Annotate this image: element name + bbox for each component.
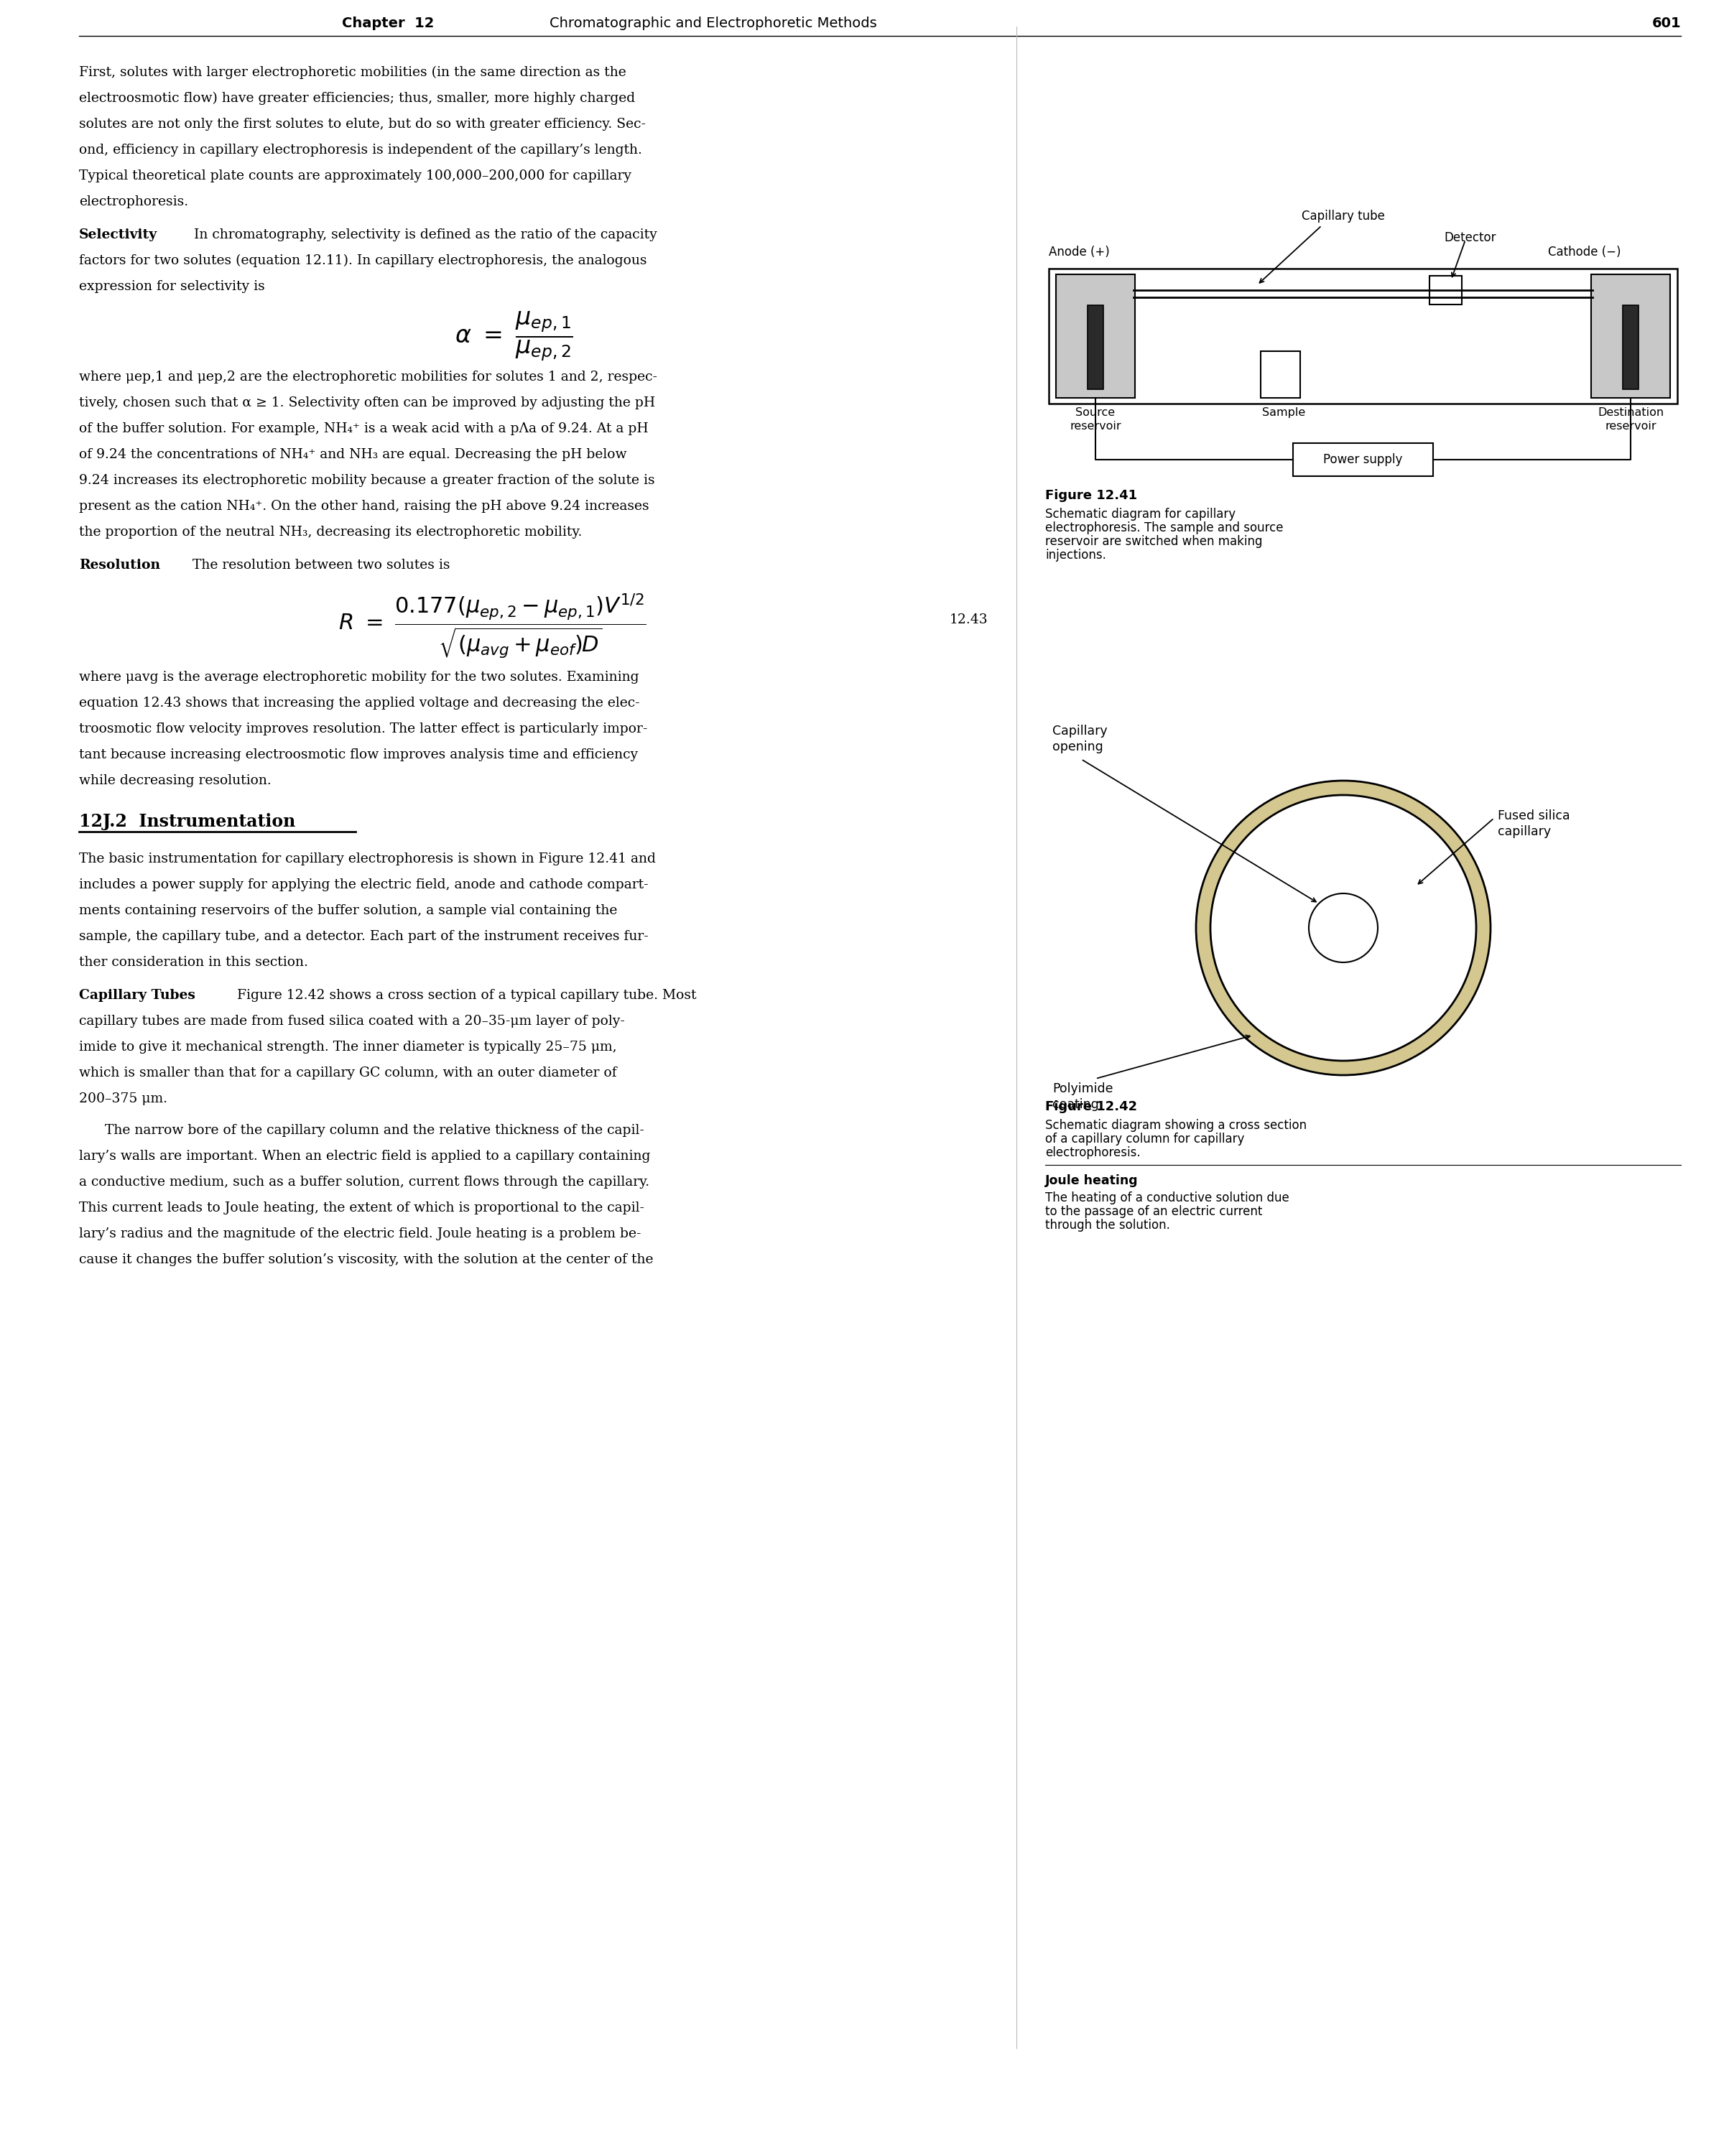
Text: capillary: capillary [1498,826,1552,839]
Bar [1048,270,1677,403]
Text: which is smaller than that for a capillary GC column, with an outer diameter of: which is smaller than that for a capilla… [79,1067,617,1080]
Text: Destination: Destination [1598,407,1664,418]
Text: opening: opening [1052,740,1103,752]
Text: 601: 601 [1652,17,1681,30]
Text: ther consideration in this section.: ther consideration in this section. [79,955,309,968]
Text: a conductive medium, such as a buffer solution, current flows through the capill: a conductive medium, such as a buffer so… [79,1175,650,1188]
Text: includes a power supply for applying the electric field, anode and cathode compa: includes a power supply for applying the… [79,877,648,890]
Text: Capillary Tubes: Capillary Tubes [79,990,195,1003]
Text: lary’s radius and the magnitude of the electric field. Joule heating is a proble: lary’s radius and the magnitude of the e… [79,1227,641,1240]
Text: $\alpha\ =\ \dfrac{\mu_{ep,1}}{\mu_{ep,2}}$: $\alpha\ =\ \dfrac{\mu_{ep,1}}{\mu_{ep,2… [455,310,572,362]
Text: Figure 12.42: Figure 12.42 [1045,1100,1138,1112]
Text: ments containing reservoirs of the buffer solution, a sample vial containing the: ments containing reservoirs of the buffe… [79,903,617,916]
Text: This current leads to ​Joule heating​, the extent of which is proportional to th: This current leads to ​Joule heating​, t… [79,1201,645,1214]
Text: sample, the capillary tube, and a detector. Each part of the instrument receives: sample, the capillary tube, and a detect… [79,929,648,942]
Text: equation 12.43 shows that increasing the applied voltage and decreasing the elec: equation 12.43 shows that increasing the… [79,696,640,709]
Text: coating: coating [1052,1097,1098,1110]
Text: the proportion of the neutral NH₃, decreasing its electrophoretic mobility.: the proportion of the neutral NH₃, decre… [79,526,583,539]
Text: Anode (+): Anode (+) [1048,246,1110,259]
Text: Capillary: Capillary [1052,724,1107,737]
Text: The resolution between two solutes is: The resolution between two solutes is [176,558,450,571]
Text: Cathode (−): Cathode (−) [1548,246,1621,259]
Text: Figure 12.41: Figure 12.41 [1045,489,1138,502]
Text: ond, efficiency in capillary electrophoresis is independent of the capillary’s l: ond, efficiency in capillary electrophor… [79,144,641,157]
Text: expression for selectivity is: expression for selectivity is [79,280,265,293]
Text: Schematic diagram showing a cross section: Schematic diagram showing a cross sectio… [1045,1119,1307,1132]
Text: where μep,1 and μep,2 are the electrophoretic mobilities for solutes 1 and 2, re: where μep,1 and μep,2 are the electropho… [79,371,657,384]
Text: lary’s walls are important. When an electric field is applied to a capillary con: lary’s walls are important. When an elec… [79,1149,650,1162]
Text: Joule heating: Joule heating [1045,1175,1138,1188]
Text: Schematic diagram for capillary: Schematic diagram for capillary [1045,509,1236,522]
Text: present as the cation NH₄⁺. On the other hand, raising the pH above 9.24 increas: present as the cation NH₄⁺. On the other… [79,500,650,513]
Text: tant because increasing electroosmotic flow improves analysis time and efficienc: tant because increasing electroosmotic f… [79,748,638,761]
Bar [1591,274,1671,399]
Text: Sample: Sample [1262,407,1305,418]
Text: Chapter  12: Chapter 12 [341,17,434,30]
Text: while decreasing resolution.: while decreasing resolution. [79,774,271,787]
Text: of 9.24 the concentrations of NH₄⁺ and NH₃ are equal. Decreasing the pH below: of 9.24 the concentrations of NH₄⁺ and N… [79,448,628,461]
Text: troosmotic flow velocity improves resolution. The latter effect is particularly : troosmotic flow velocity improves resolu… [79,722,648,735]
Text: The narrow bore of the capillary column and the relative thickness of the capil-: The narrow bore of the capillary column … [79,1123,645,1136]
Text: Selectivity: Selectivity [79,229,157,241]
Text: 9.24 increases its electrophoretic mobility because a greater fraction of the so: 9.24 increases its electrophoretic mobil… [79,474,655,487]
Text: Power supply: Power supply [1324,453,1403,466]
Text: where μavg is the average electrophoretic mobility for the two solutes. Examinin: where μavg is the average electrophoreti… [79,671,640,683]
Text: electrophoresis.: electrophoresis. [1045,1147,1141,1160]
Text: Typical theoretical plate counts are approximately 100,000–200,000 for capillary: Typical theoretical plate counts are app… [79,170,631,183]
Text: factors for two solutes (equation 12.11). In capillary electrophoresis, the anal: factors for two solutes (equation 12.11)… [79,254,646,267]
Bar [1088,306,1103,390]
Circle shape [1210,796,1476,1061]
Text: Capillary tube: Capillary tube [1302,209,1384,222]
Circle shape [1309,893,1377,962]
Text: The heating of a conductive solution due: The heating of a conductive solution due [1045,1192,1290,1205]
Text: cause it changes the buffer solution’s viscosity, with the solution at the cente: cause it changes the buffer solution’s v… [79,1253,653,1266]
Text: 12J.2  Instrumentation: 12J.2 Instrumentation [79,813,295,830]
Text: reservoir: reservoir [1605,420,1657,431]
Text: Polyimide: Polyimide [1052,1082,1114,1095]
Text: reservoir: reservoir [1069,420,1121,431]
Text: The basic instrumentation for capillary electrophoresis is shown in Figure 12.41: The basic instrumentation for capillary … [79,852,655,865]
Text: Chromatographic and Electrophoretic Methods: Chromatographic and Electrophoretic Meth… [550,17,878,30]
Text: capillary tubes are made from fused silica coated with a 20–35-μm layer of poly-: capillary tubes are made from fused sili… [79,1015,624,1028]
Text: solutes are not only the first solutes to elute, but do so with greater efficien: solutes are not only the first solutes t… [79,119,646,132]
Bar [1260,351,1300,399]
Text: Fused silica: Fused silica [1498,808,1571,821]
Text: Figure 12.42 shows a cross section of a typical capillary tube. Most: Figure 12.42 shows a cross section of a … [221,990,696,1003]
Text: 200–375 μm.: 200–375 μm. [79,1093,167,1106]
Text: tively, chosen such that α ≥ 1. Selectivity often can be improved by adjusting t: tively, chosen such that α ≥ 1. Selectiv… [79,397,655,410]
Circle shape [1196,780,1491,1076]
Bar [1622,306,1638,390]
Text: of the buffer solution. For example, NH₄⁺ is a weak acid with a pΛa of 9.24. At : of the buffer solution. For example, NH₄… [79,423,648,436]
Text: In chromatography, selectivity is defined as the ratio of the capacity: In chromatography, selectivity is define… [186,229,657,241]
Text: of a capillary column for capillary: of a capillary column for capillary [1045,1132,1245,1145]
Text: electrophoresis.: electrophoresis. [79,196,188,209]
Text: $R\ =\ \dfrac{0.177(\mu_{ep,2}-\mu_{ep,1})V^{1/2}}{\sqrt{(\mu_{avg}+\mu_{eof})D}: $R\ =\ \dfrac{0.177(\mu_{ep,2}-\mu_{ep,1… [338,591,646,660]
Bar [1055,274,1134,399]
Text: 12.43: 12.43 [950,612,988,625]
Text: Source: Source [1076,407,1115,418]
Text: Detector: Detector [1445,231,1496,244]
Text: to the passage of an electric current: to the passage of an electric current [1045,1205,1262,1218]
Text: electrophoresis. The sample and source: electrophoresis. The sample and source [1045,522,1283,535]
Text: imide to give it mechanical strength. The inner diameter is typically 25–75 μm,: imide to give it mechanical strength. Th… [79,1041,617,1054]
Text: First, solutes with larger electrophoretic mobilities (in the same direction as : First, solutes with larger electrophoret… [79,67,626,80]
Text: reservoir are switched when making: reservoir are switched when making [1045,535,1262,548]
Text: injections.: injections. [1045,548,1107,561]
Bar [1293,444,1433,476]
Text: through the solution.: through the solution. [1045,1218,1171,1231]
Bar [1429,276,1462,304]
Text: Resolution: Resolution [79,558,160,571]
Text: electroosmotic flow) have greater efficiencies; thus, smaller, more highly charg: electroosmotic flow) have greater effici… [79,93,634,106]
